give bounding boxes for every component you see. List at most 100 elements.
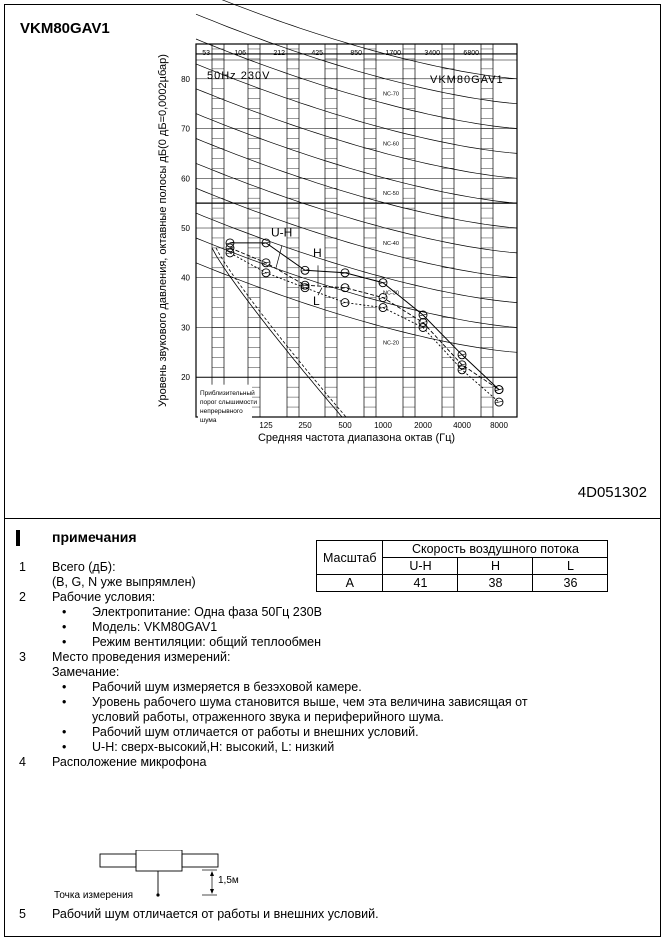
data-point (225, 243, 235, 253)
data-point (340, 283, 350, 293)
data-point-mark (418, 326, 428, 329)
microphone-diagram: 1,5м Точка измерения (52, 849, 312, 905)
bullet-item: • Модель: VKM80GAV1 (62, 620, 218, 634)
note-text: (B, G, N уже выпрямлен) (52, 575, 196, 589)
threshold-label: шума (200, 417, 217, 424)
x-tick-label: 4000 (453, 421, 471, 430)
threshold-label: непрерывного (200, 408, 243, 415)
y-tick-label: 60 (181, 174, 190, 183)
nc-curve (195, 13, 518, 105)
data-point-mark (494, 388, 504, 391)
note-number: 5 (19, 907, 26, 921)
top-tick-label: 212 (273, 50, 285, 57)
bullet-item: • U-H: сверх-высокий,H: высокий, L: низки… (62, 740, 335, 754)
y-tick-label: 30 (181, 323, 190, 332)
data-point (494, 397, 504, 407)
nc-label: NC-60 (383, 141, 399, 147)
bullet-item: • Рабочий шум измеряется в безэховой каме… (62, 680, 362, 694)
data-point-mark (457, 363, 467, 367)
speed-header: Скорость воздушного потока (382, 540, 609, 558)
data-point (378, 293, 388, 303)
series-l (225, 248, 504, 407)
threshold-box (198, 384, 252, 433)
bullet-item: • Уровень рабочего шума становится выше, … (62, 695, 528, 709)
note-3: 3 Место проведения измерений: Замечание:… (0, 650, 667, 755)
data-point-mark (494, 400, 504, 404)
data-point-mark (261, 241, 271, 245)
data-point-mark (261, 271, 271, 275)
nc-curve (195, 237, 518, 328)
x-tick-label: 8000 (490, 421, 508, 430)
power-annotation: 50Hz 230V (207, 70, 270, 82)
nc-curve (195, 63, 518, 154)
mic-height-label: 1,5м (218, 875, 239, 886)
note-number: 3 (19, 650, 26, 664)
series-h (225, 243, 504, 395)
data-point (261, 258, 271, 268)
y-tick-label: 80 (181, 75, 190, 84)
y-tick-label: 50 (181, 224, 190, 233)
val-l: 36 (532, 574, 609, 592)
top-tick-label: 850 (350, 50, 362, 57)
note-text: Рабочий шум отличается от работы и внешн… (52, 907, 379, 921)
data-point-mark (300, 286, 310, 289)
bullet-item: • Рабочий шум отличается от работы и внеш… (62, 725, 419, 739)
x-tick-label: 250 (298, 421, 312, 430)
series-line (230, 242, 500, 390)
val-h: 38 (457, 574, 534, 592)
notes-marker (16, 530, 20, 546)
note-2: 2 Рабочие условия: • Электропитание: Одна… (0, 590, 667, 650)
plot-frame (195, 43, 518, 418)
bullet-item: • Электропитание: Одна фаза 50Гц 230В (62, 605, 322, 619)
note-text: Замечание: (52, 665, 120, 679)
data-point (457, 365, 467, 375)
data-point-mark (340, 301, 350, 304)
nc-label: NC-40 (383, 241, 399, 247)
nc-label: NC-50 (383, 191, 399, 197)
data-point-mark (418, 313, 428, 317)
note-text: Всего (дБ): (52, 560, 116, 574)
series-pointer (317, 287, 323, 296)
data-point (378, 303, 388, 313)
data-point (340, 268, 350, 278)
bullet-item: • Режим вентиляции: общий теплообмен (62, 635, 322, 649)
note-text: Расположение микрофона (52, 755, 207, 769)
data-point-mark (300, 268, 310, 272)
threshold-label: Приблизительный (200, 389, 255, 397)
data-point (261, 268, 271, 278)
data-point-mark (340, 286, 350, 289)
bullet-glyph: • (62, 680, 67, 694)
nc-curve (195, 163, 518, 254)
notes-list: 1 Всего (дБ): (B, G, N уже выпрямлен) 2 … (0, 560, 667, 770)
data-point (300, 283, 310, 293)
nc-label: NC-70 (383, 92, 399, 98)
data-point-mark (457, 368, 467, 372)
model-annotation: VKM80GAV1 (430, 74, 504, 86)
data-point (418, 323, 428, 332)
nc-curve (195, 138, 518, 229)
note-1: 1 Всего (дБ): (B, G, N уже выпрямлен) (0, 560, 667, 590)
top-tick-label: 53 (202, 50, 210, 57)
bullet-item-continued: условий работы, отраженного звука и пери… (92, 710, 444, 724)
data-point (225, 248, 235, 258)
data-point-mark (378, 281, 388, 285)
data-point (494, 385, 504, 395)
nc-curve (195, 212, 518, 303)
row-scale: A (315, 574, 384, 592)
data-point (457, 350, 467, 360)
nc-curve (195, 113, 518, 204)
microphone-drawing (99, 849, 219, 897)
val-uh: 41 (382, 574, 459, 592)
model-title: VKM80GAV1 (20, 20, 110, 37)
series-line (229, 252, 500, 403)
document-code: 4D051302 (577, 484, 647, 501)
data-point (261, 238, 271, 248)
note-number: 4 (19, 755, 26, 769)
page-frame (4, 4, 661, 937)
divider (4, 518, 661, 519)
threshold-label: порог слышимости (200, 399, 257, 406)
bullet-glyph: • (62, 635, 67, 649)
bullet-glyph: • (62, 725, 67, 739)
bullet-glyph: • (62, 740, 67, 754)
data-point-mark (261, 261, 271, 265)
